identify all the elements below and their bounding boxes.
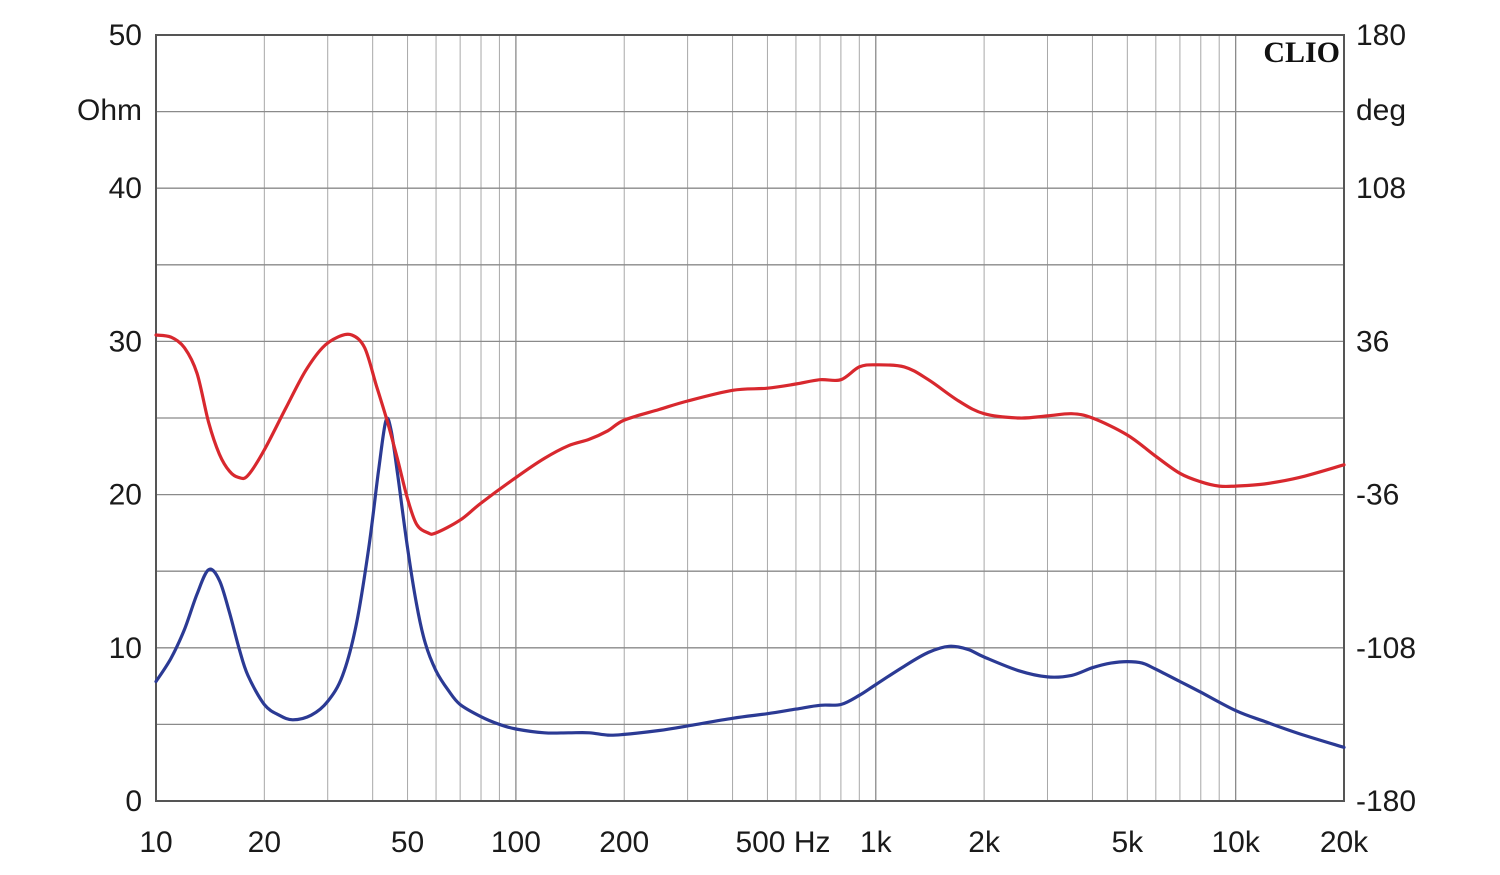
clio-brand-label: CLIO <box>1263 36 1340 69</box>
left-tick-label: 20 <box>109 479 142 512</box>
right-tick-label: 180 <box>1356 19 1406 52</box>
impedance-curve <box>154 416 1346 749</box>
plot-frame <box>155 34 1345 802</box>
left-tick-label: 40 <box>109 172 142 205</box>
left-tick-label: 0 <box>125 785 142 818</box>
x-tick-label: 2k <box>968 826 1001 859</box>
left-axis-tick-labels: 0 10 20 30 40 50 <box>109 19 142 818</box>
left-tick-label: 50 <box>109 19 142 52</box>
right-axis-unit: deg <box>1356 94 1406 127</box>
x-tick-label: 10k <box>1211 826 1260 859</box>
curves <box>154 332 1346 749</box>
x-tick-label: 1k <box>860 826 893 859</box>
x-tick-label: 200 <box>599 826 649 859</box>
x-tick-label: 100 <box>491 826 541 859</box>
left-tick-label: 30 <box>109 325 142 358</box>
x-tick-label: 5k <box>1111 826 1144 859</box>
phase-curve <box>154 332 1346 536</box>
left-tick-label: 10 <box>109 632 142 665</box>
x-tick-label: 10 <box>139 826 172 859</box>
x-tick-label: 20 <box>248 826 281 859</box>
x-axis-tick-labels: 10 20 50 100 200 500 Hz 1k 2k 5k 10k 20k <box>139 826 1369 859</box>
x-tick-label: 50 <box>391 826 424 859</box>
x-tick-label: 500 Hz <box>735 826 830 859</box>
right-tick-label: 108 <box>1356 172 1406 205</box>
left-axis-unit: Ohm <box>77 94 142 127</box>
right-tick-label: 36 <box>1356 325 1389 358</box>
right-tick-label: -108 <box>1356 632 1416 665</box>
grid <box>156 35 1344 801</box>
right-tick-label: -36 <box>1356 479 1399 512</box>
right-axis-tick-labels: -180 -108 -36 36 108 180 <box>1356 19 1416 818</box>
right-tick-label: -180 <box>1356 785 1416 818</box>
x-tick-label: 20k <box>1320 826 1369 859</box>
